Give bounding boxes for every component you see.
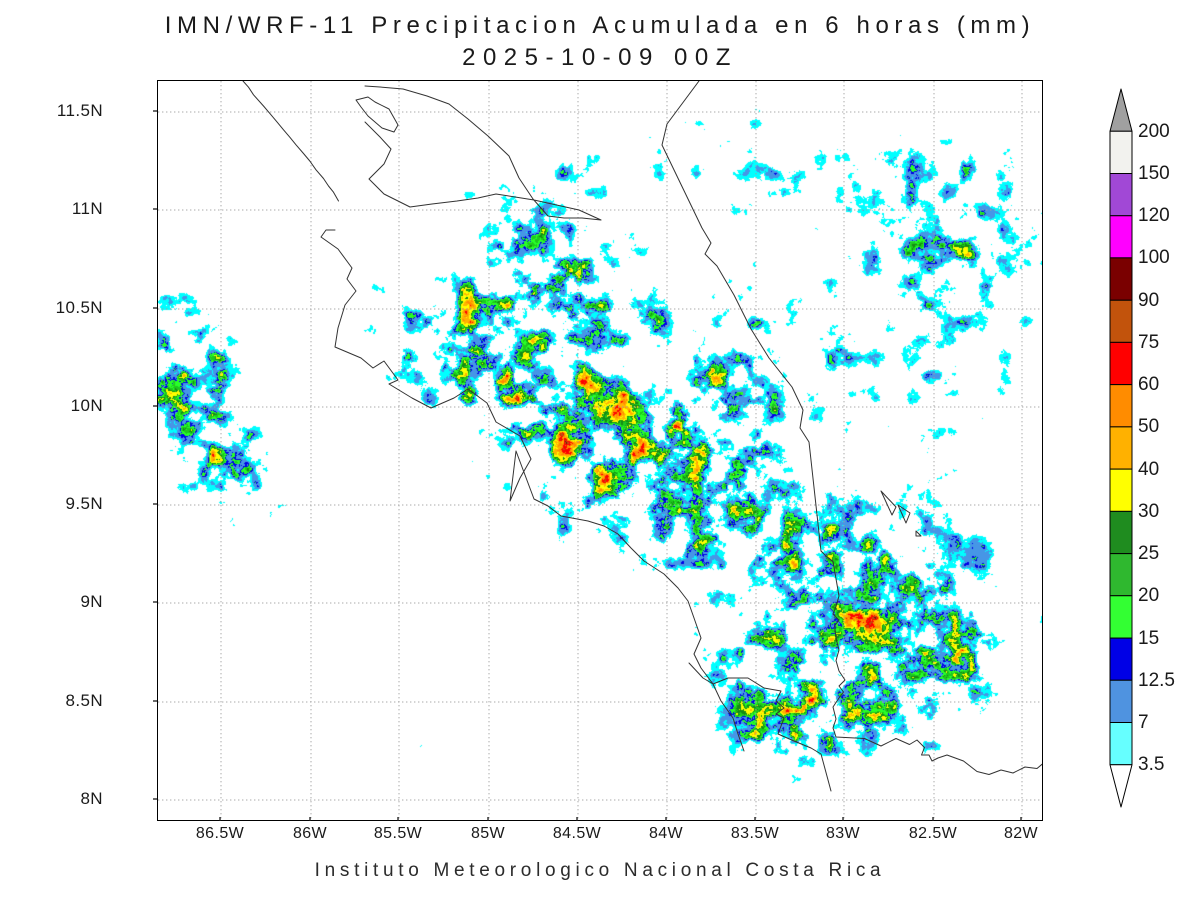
- svg-text:75: 75: [1138, 332, 1159, 353]
- svg-text:15: 15: [1138, 628, 1159, 649]
- svg-text:3.5: 3.5: [1138, 754, 1164, 775]
- svg-text:30: 30: [1138, 501, 1159, 522]
- svg-text:60: 60: [1138, 374, 1159, 395]
- svg-text:12.5: 12.5: [1138, 670, 1175, 691]
- svg-text:20: 20: [1138, 585, 1159, 606]
- svg-text:100: 100: [1138, 247, 1170, 268]
- svg-text:120: 120: [1138, 205, 1170, 226]
- svg-text:200: 200: [1138, 121, 1170, 142]
- svg-text:150: 150: [1138, 163, 1170, 184]
- svg-text:90: 90: [1138, 290, 1159, 311]
- svg-text:50: 50: [1138, 416, 1159, 437]
- svg-text:25: 25: [1138, 543, 1159, 564]
- svg-text:40: 40: [1138, 459, 1159, 480]
- svg-text:7: 7: [1138, 712, 1149, 733]
